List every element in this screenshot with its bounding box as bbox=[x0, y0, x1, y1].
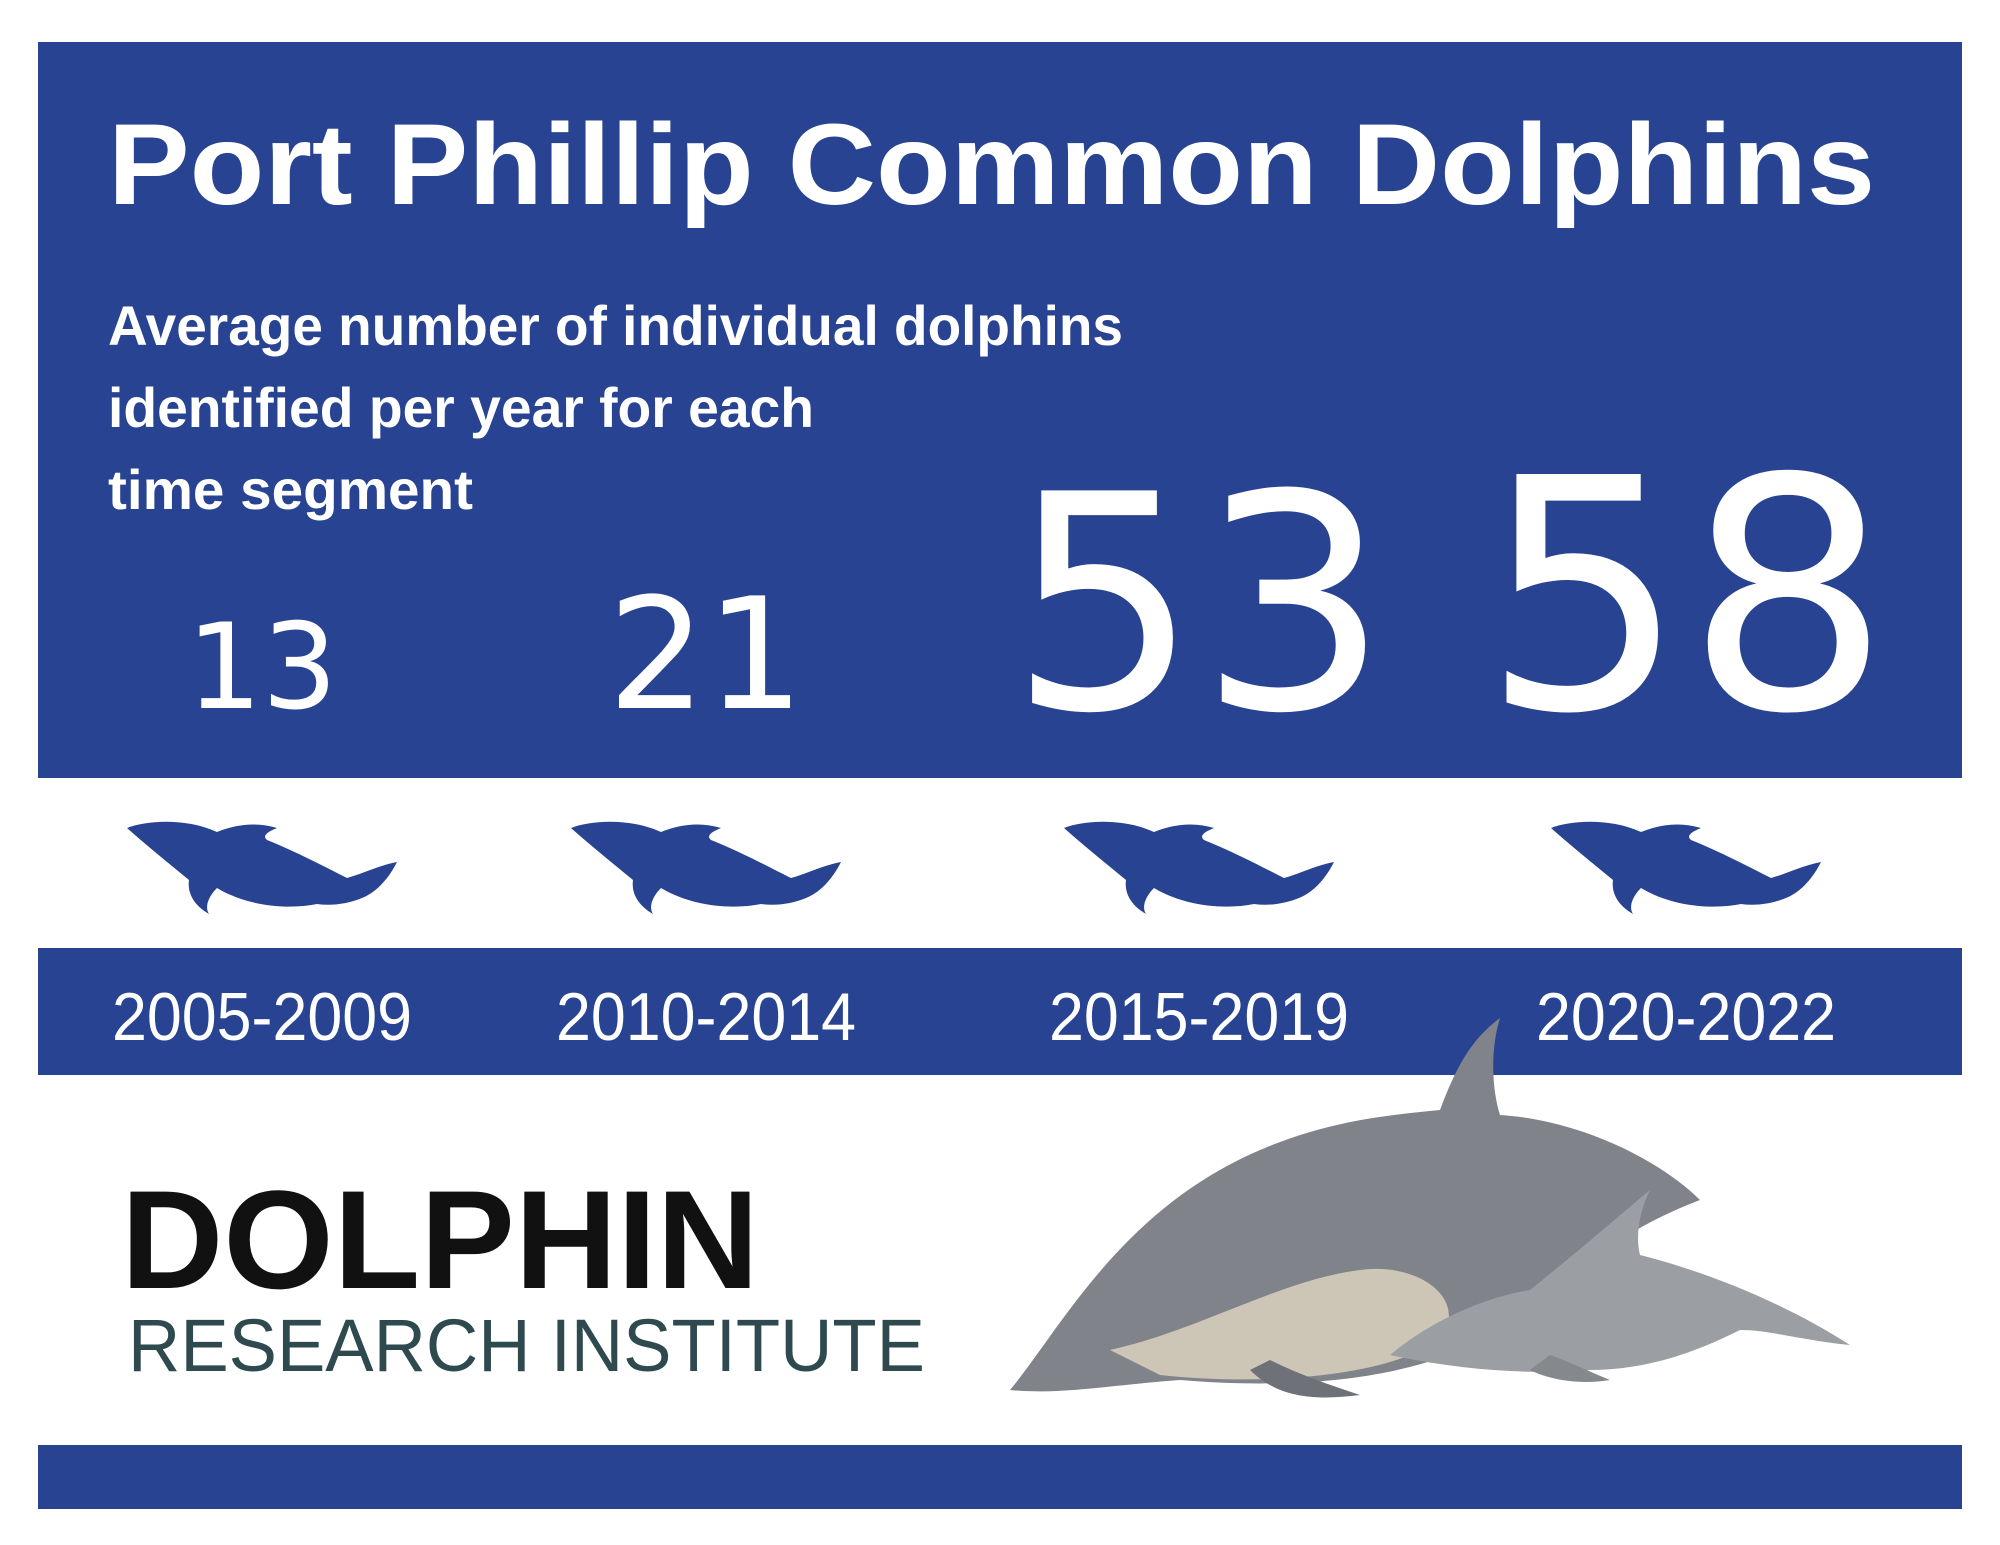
calf-dolphin bbox=[1390, 1190, 1850, 1372]
top-panel bbox=[38, 42, 1962, 778]
adult-flipper bbox=[1250, 1360, 1360, 1398]
dolphin-icon bbox=[127, 821, 397, 914]
segment-period: 2020-2022 bbox=[1536, 979, 1836, 1055]
segment-period: 2005-2009 bbox=[112, 979, 412, 1055]
segment-period: 2015-2019 bbox=[1049, 979, 1349, 1055]
segments: 13 2005-2009 21 2010-2014 53 2015-2019 58 2020-… bbox=[112, 410, 1890, 1055]
logo-name: DOLPHIN bbox=[121, 1161, 759, 1318]
calf-flipper bbox=[1530, 1355, 1610, 1382]
logo-subname: RESEARCH INSTITUTE bbox=[128, 1304, 925, 1387]
dolphin-icon bbox=[1064, 821, 1334, 914]
bottom-bar bbox=[38, 1445, 1962, 1509]
subtitle-line: identified per year for each bbox=[108, 376, 814, 439]
segment-value: 53 bbox=[1009, 432, 1389, 779]
segment-period: 2010-2014 bbox=[556, 979, 856, 1055]
subtitle-line: time segment bbox=[108, 458, 473, 521]
period-band bbox=[38, 948, 1962, 1075]
segment-value: 21 bbox=[608, 566, 805, 745]
dolphin-icon bbox=[571, 821, 841, 914]
dolphin-icon bbox=[1551, 821, 1821, 914]
dolphin-photo bbox=[1010, 1018, 1850, 1398]
adult-belly bbox=[1110, 1268, 1449, 1380]
title: Port Phillip Common Dolphins bbox=[108, 101, 1875, 229]
segment-value: 58 bbox=[1482, 410, 1890, 784]
segment-value: 13 bbox=[187, 598, 338, 736]
subtitle-line: Average number of individual dolphins bbox=[108, 294, 1123, 357]
